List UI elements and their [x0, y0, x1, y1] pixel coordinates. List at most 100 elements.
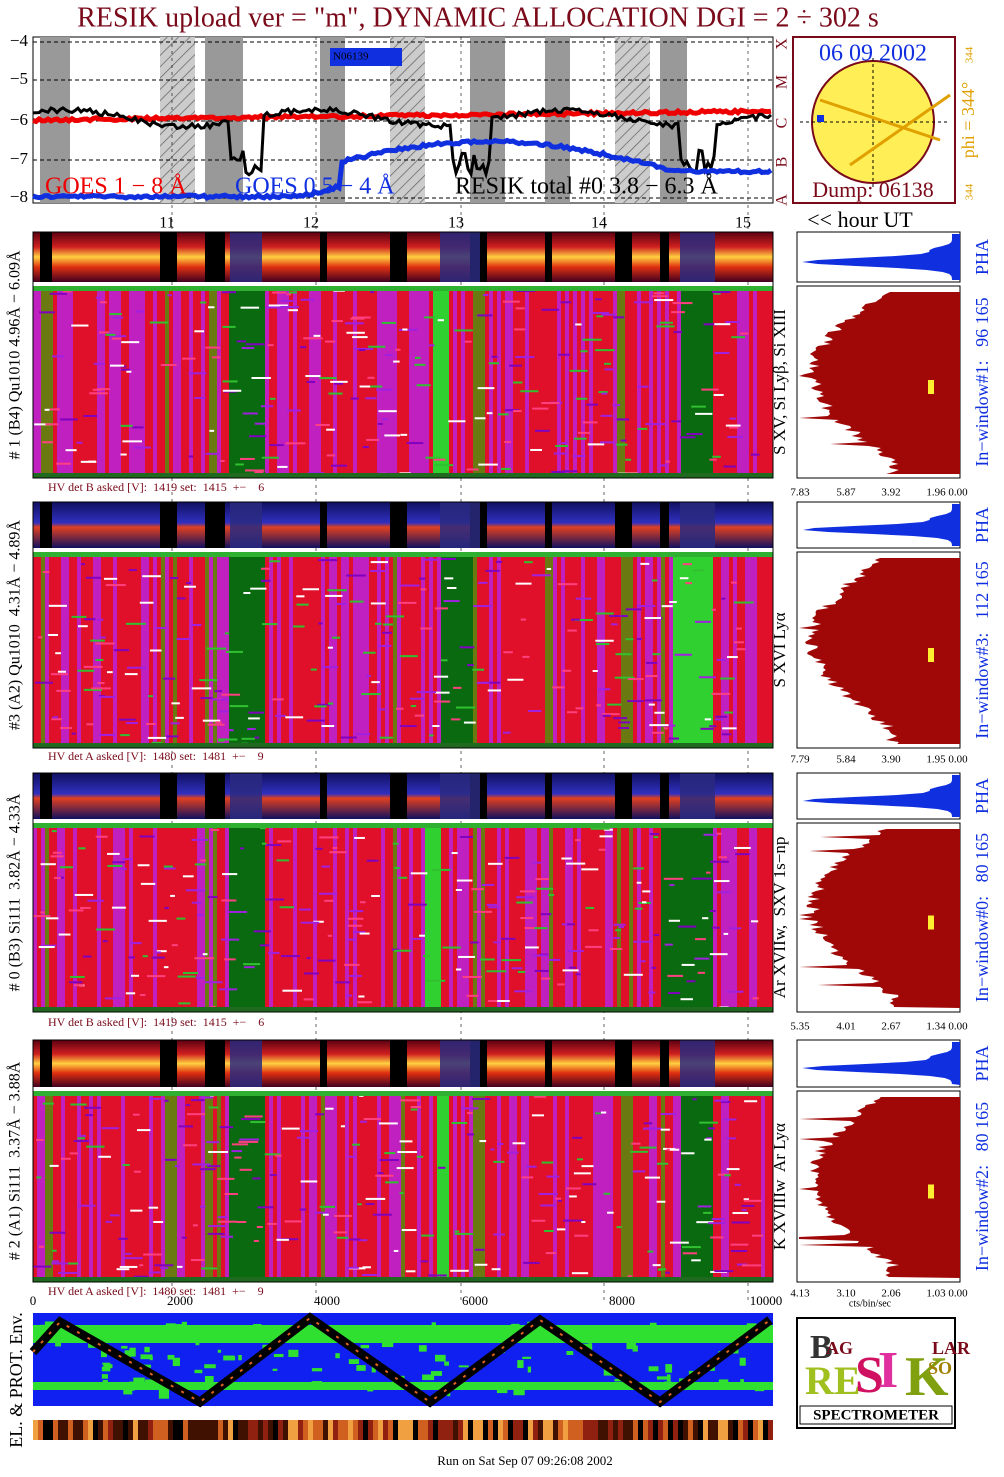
- heat-col: [493, 286, 497, 478]
- heat-streak: [349, 910, 364, 913]
- heat-streak: [637, 385, 649, 388]
- heat-col: [605, 1091, 609, 1282]
- heat-streak: [401, 1229, 417, 1232]
- heat-col: [721, 552, 725, 748]
- heat-col: [237, 823, 241, 1012]
- heat-streak: [743, 1198, 749, 1201]
- hist-tick-label: 4.01: [836, 1021, 855, 1033]
- hist-tick-label: 4.13: [790, 1288, 810, 1300]
- heat-streak: [205, 452, 220, 455]
- heat-streak: [331, 636, 340, 639]
- heat-streak: [198, 1096, 214, 1099]
- heat-col: [709, 286, 713, 478]
- heat-streak: [392, 842, 399, 845]
- env-strip-cell: [128, 1420, 133, 1440]
- heat-col: [465, 1091, 469, 1282]
- heat-col: [325, 286, 329, 478]
- heat-streak: [111, 906, 126, 909]
- heat-streak: [239, 1138, 260, 1141]
- heat-streak: [315, 847, 323, 850]
- env-blob: [436, 1384, 444, 1390]
- heat-streak: [83, 688, 102, 691]
- env-blob: [167, 1354, 175, 1360]
- heat-streak: [241, 737, 255, 740]
- heat-streak: [502, 731, 511, 734]
- heat-col: [189, 823, 193, 1012]
- heat-streak: [532, 407, 549, 410]
- heat-streak: [604, 362, 611, 365]
- env-strip-cell: [328, 1420, 333, 1440]
- heat-streak: [214, 690, 223, 693]
- heat-col: [517, 1091, 521, 1282]
- heat-col: [249, 552, 253, 748]
- heat-col: [697, 1091, 701, 1282]
- heat-col: [717, 552, 721, 748]
- heat-streak: [119, 718, 136, 721]
- heat-streak: [207, 1225, 226, 1228]
- heat-col: [61, 286, 65, 478]
- pha-curve: [802, 504, 960, 546]
- heat-col: [269, 1091, 273, 1282]
- env-blob: [381, 1337, 394, 1348]
- heat-streak: [331, 464, 348, 467]
- heat-streak: [260, 827, 266, 830]
- heat-streak: [122, 440, 142, 443]
- heat-col: [437, 286, 441, 478]
- heat-streak: [125, 722, 138, 725]
- heat-streak: [625, 638, 634, 641]
- heat-streak: [706, 1137, 712, 1140]
- env-strip-cell: [608, 1420, 613, 1440]
- heat-streak: [248, 435, 267, 438]
- heat-streak: [217, 1177, 235, 1180]
- pha-label: PHA: [972, 778, 992, 814]
- heat-col: [257, 823, 261, 1012]
- heat-col: [381, 552, 385, 748]
- heat-col: [769, 1091, 773, 1282]
- heat-streak: [110, 1214, 120, 1217]
- heat-streak: [723, 465, 737, 468]
- heat-streak: [261, 623, 278, 626]
- heat-streak: [691, 877, 712, 880]
- env-blob: [614, 1378, 623, 1382]
- heat-streak: [235, 463, 244, 466]
- heat-col: [85, 1091, 89, 1282]
- heat-streak: [410, 1108, 418, 1111]
- heat-col: [529, 1091, 533, 1282]
- heat-col: [217, 552, 221, 748]
- heat-col: [509, 552, 513, 748]
- heat-col: [121, 823, 125, 1012]
- heat-streak: [370, 385, 383, 388]
- heat-streak: [500, 937, 516, 940]
- heat-col: [425, 823, 429, 1012]
- heat-streak: [147, 736, 167, 739]
- heat-col: [269, 552, 273, 748]
- heat-streak: [296, 1136, 310, 1139]
- heat-streak: [140, 882, 156, 885]
- heat-streak: [585, 945, 602, 948]
- heat-streak: [486, 970, 507, 973]
- heat-col: [165, 1091, 169, 1282]
- heat-col: [661, 823, 665, 1012]
- heat-streak: [354, 836, 365, 839]
- env-strip-cell: [478, 1420, 483, 1440]
- heat-col: [565, 1091, 569, 1282]
- heat-streak: [358, 349, 366, 352]
- heat-col: [717, 1091, 721, 1282]
- heat-col: [417, 552, 421, 748]
- heat-col: [357, 823, 361, 1012]
- heat-streak: [299, 908, 311, 911]
- heat-col: [621, 823, 625, 1012]
- heat-streak: [595, 612, 614, 615]
- heat-col: [693, 552, 697, 748]
- heat-streak: [65, 449, 77, 452]
- heat-streak: [335, 981, 351, 984]
- heat-streak: [84, 1106, 101, 1109]
- heat-streak: [85, 1114, 93, 1117]
- hist-marker: [928, 380, 934, 394]
- heat-streak: [651, 579, 658, 582]
- env-strip-cell: [133, 1420, 138, 1440]
- strip-gap: [160, 1040, 177, 1087]
- heat-col: [757, 286, 761, 478]
- heat-streak: [485, 569, 500, 572]
- heat-streak: [458, 955, 476, 958]
